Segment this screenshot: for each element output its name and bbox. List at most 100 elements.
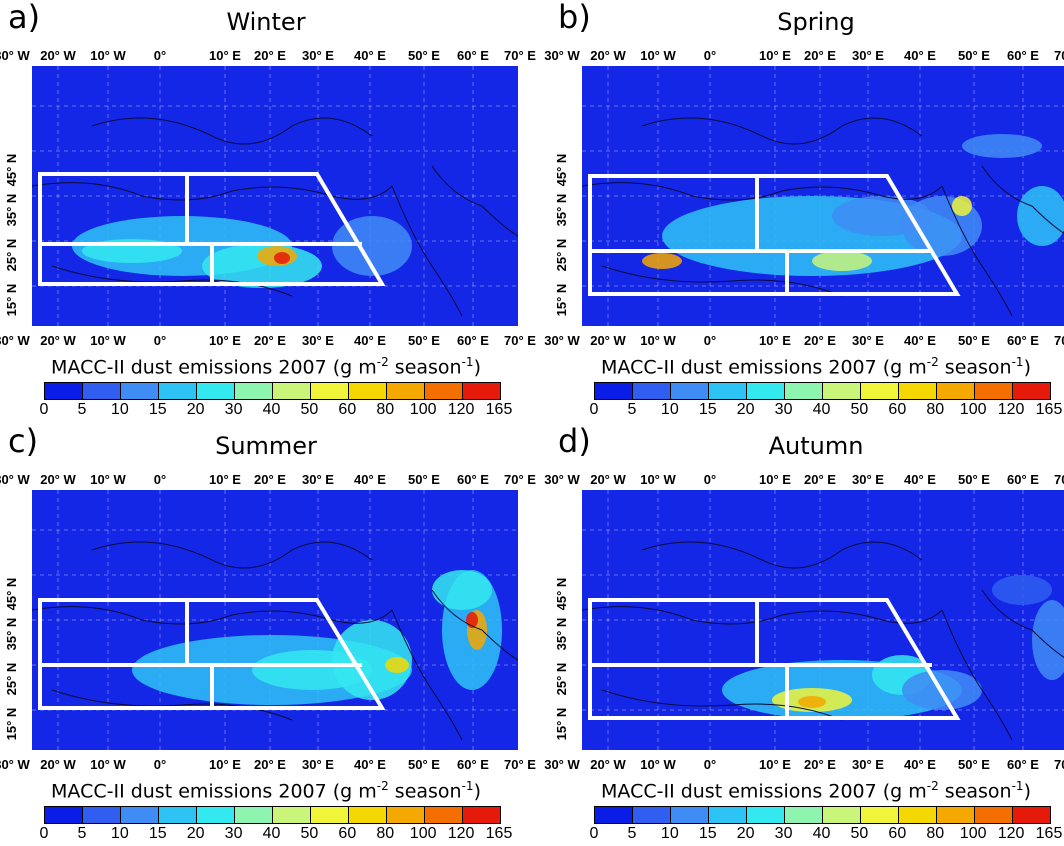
colorbar-tick-label: 100 xyxy=(409,825,437,842)
longitude-label: 60° E xyxy=(457,472,489,487)
colorbar-tick-label: 0 xyxy=(39,401,49,418)
panel-title: Summer xyxy=(215,432,317,460)
colorbar-segment xyxy=(899,807,937,823)
colorbar-tick-label: 120 xyxy=(997,401,1025,418)
longitude-label: 20° W xyxy=(590,472,626,487)
colorbar-tick-label: 120 xyxy=(997,825,1025,842)
longitude-label: 30° E xyxy=(302,757,334,772)
longitude-label: 10° W xyxy=(90,472,126,487)
coastline xyxy=(601,265,843,297)
colorbar-segment xyxy=(785,807,823,823)
longitude-label: 70° E xyxy=(1054,333,1064,348)
dust-map xyxy=(32,66,518,326)
panel-title: Winter xyxy=(226,8,306,36)
colorbar-tick-label: 15 xyxy=(148,825,167,842)
longitude-label: 50° E xyxy=(408,757,440,772)
longitude-label: 0° xyxy=(153,333,167,348)
dust-emission-area xyxy=(1017,186,1064,246)
longitude-labels-top: 30° W 20° W 10° W 0° 10° E 20° E 30° E 40° E 50°… xyxy=(544,48,1064,64)
colorbar-segment xyxy=(425,383,463,399)
colorbar-tick-label: 60 xyxy=(888,401,907,418)
panel-summer: c) Summer 30° W 20° W 10° W 0° 10° E 20° E 30° E… xyxy=(0,422,536,846)
dust-map xyxy=(582,66,1064,326)
longitude-label: 0° xyxy=(703,48,717,63)
colorbar-segment xyxy=(1013,807,1050,823)
latitude-labels: 15° N 25° N 35° N 45° N xyxy=(554,70,576,326)
longitude-labels-top: 30° W 20° W 10° W 0° 10° E 20° E 30° E 40° E 50°… xyxy=(0,472,536,488)
colorbar-tick-label: 50 xyxy=(300,401,319,418)
latitude-label: 35° N xyxy=(4,193,19,227)
longitude-label: 20° E xyxy=(804,333,836,348)
colorbar-segment xyxy=(633,383,671,399)
caption-part: -1 xyxy=(461,779,474,793)
colorbar-ticks: 0 5 10 15 20 30 40 50 60 80 100 120 165 xyxy=(40,401,513,419)
longitude-label: 30° E xyxy=(852,333,884,348)
latitude-label: 45° N xyxy=(554,577,569,611)
longitude-label: 10° E xyxy=(759,333,791,348)
longitude-label: 60° E xyxy=(457,48,489,63)
dust-emission-area xyxy=(798,696,826,708)
colorbar-tick-label: 10 xyxy=(110,401,129,418)
latitude-labels: 15° N 25° N 35° N 45° N xyxy=(4,70,26,326)
colorbar-segment xyxy=(975,807,1013,823)
caption-part: ) xyxy=(473,356,481,379)
panel-letter: d) xyxy=(558,422,591,460)
longitude-label: 30° W xyxy=(0,472,30,487)
caption-part: ) xyxy=(1023,356,1031,379)
longitude-label: 50° E xyxy=(958,757,990,772)
longitude-label: 20° E xyxy=(804,472,836,487)
colorbar-tick-label: 80 xyxy=(376,825,395,842)
colorbar-tick-label: 50 xyxy=(850,401,869,418)
colorbar-tick-label: 80 xyxy=(376,401,395,418)
longitude-labels-bot: 30° W 20° W 10° W 0° 10° E 20° E 30° E 40° E 50°… xyxy=(0,333,536,349)
colorbar xyxy=(594,382,1051,400)
colorbar-segment xyxy=(861,383,899,399)
colorbar-caption: MACC-II dust emissions 2007 (g m-2 seaso… xyxy=(0,779,532,802)
colorbar-caption: MACC-II dust emissions 2007 (g m-2 seaso… xyxy=(550,355,1064,378)
coastline xyxy=(981,165,1064,234)
longitude-label: 10° E xyxy=(759,472,791,487)
panel-letter: a) xyxy=(8,0,41,36)
colorbar-segment xyxy=(747,807,785,823)
caption-part: -1 xyxy=(461,355,474,369)
colorbar-tick-label: 15 xyxy=(148,401,167,418)
colorbar-segment xyxy=(463,383,500,399)
longitude-label: 40° E xyxy=(354,472,386,487)
coastline xyxy=(582,182,943,201)
colorbar-segment xyxy=(273,383,311,399)
longitude-labels-top: 30° W 20° W 10° W 0° 10° E 20° E 30° E 40° E 50°… xyxy=(0,48,536,64)
caption-part: season xyxy=(388,356,462,379)
coastline xyxy=(641,117,923,145)
latitude-label: 15° N xyxy=(554,283,569,317)
colorbar-segment xyxy=(197,383,235,399)
dust-emission-area xyxy=(274,252,290,264)
colorbar-segment xyxy=(595,383,633,399)
longitude-label: 20° E xyxy=(254,48,286,63)
colorbar-caption: MACC-II dust emissions 2007 (g m-2 seaso… xyxy=(0,355,532,378)
colorbar xyxy=(594,806,1051,824)
longitude-label: 20° E xyxy=(804,48,836,63)
longitude-label: 40° E xyxy=(904,333,936,348)
colorbar-tick-label: 30 xyxy=(224,401,243,418)
latitude-label: 15° N xyxy=(554,707,569,741)
longitude-label: 10° E xyxy=(209,48,241,63)
colorbar-tick-label: 10 xyxy=(660,401,679,418)
longitude-label: 30° E xyxy=(302,472,334,487)
longitude-label: 50° E xyxy=(408,333,440,348)
longitude-labels-bot: 30° W 20° W 10° W 0° 10° E 20° E 30° E 40° E 50°… xyxy=(544,757,1064,773)
colorbar-segment xyxy=(937,383,975,399)
coastline xyxy=(32,606,393,625)
region-box xyxy=(588,174,961,296)
colorbar-segment xyxy=(121,383,159,399)
colorbar-segment xyxy=(121,807,159,823)
latitude-label: 35° N xyxy=(4,617,19,651)
longitude-label: 30° E xyxy=(852,757,884,772)
longitude-label: 20° W xyxy=(590,757,626,772)
latitude-label: 35° N xyxy=(554,193,569,227)
colorbar-segment xyxy=(899,383,937,399)
colorbar-segment xyxy=(235,383,273,399)
latitude-label: 25° N xyxy=(554,662,569,696)
coastline xyxy=(601,689,843,721)
coastline xyxy=(431,589,518,661)
longitude-label: 30° E xyxy=(302,333,334,348)
